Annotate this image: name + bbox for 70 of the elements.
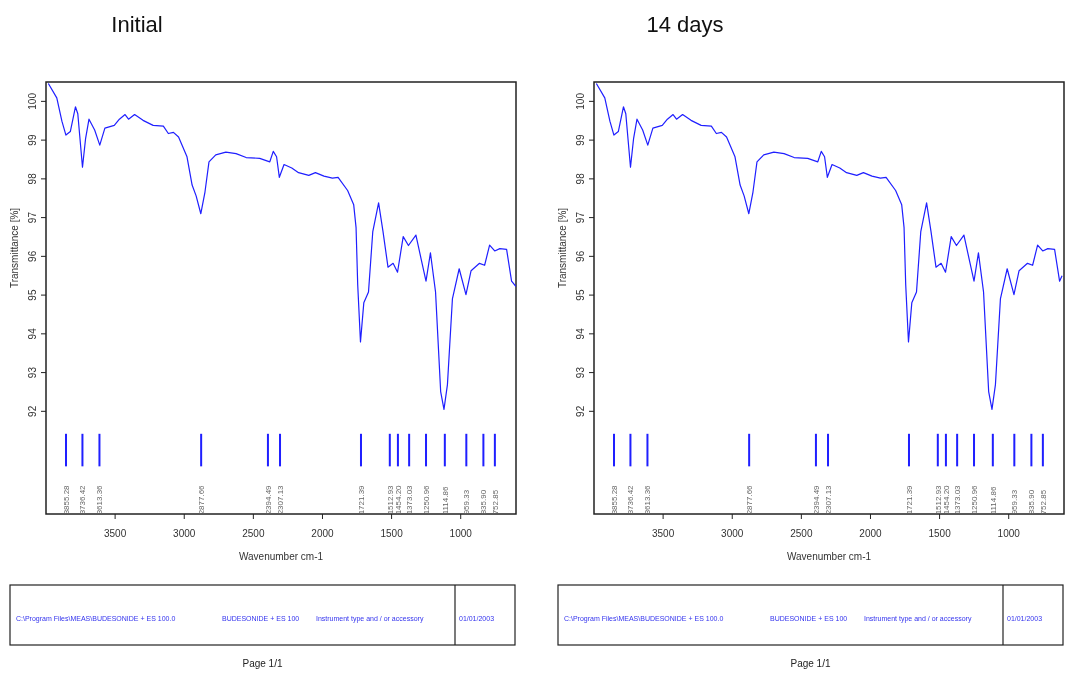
annotation: 1512.93 — [385, 484, 395, 515]
y-tick-label: 99 — [575, 134, 586, 146]
annotation: 2307.13 — [824, 484, 834, 515]
y-axis-title: Transmittance [%] — [9, 207, 20, 289]
x-tick-label: 2500 — [790, 528, 813, 539]
annotation: 752.85 — [490, 489, 500, 515]
y-tick-label: 92 — [575, 405, 586, 417]
y-tick-label: 92 — [27, 405, 38, 417]
x-tick-label: 3500 — [651, 528, 675, 539]
annotation: 2307.13 — [276, 484, 286, 515]
chart-title: Initial — [111, 12, 163, 37]
annotation: 1512.93 — [933, 484, 943, 515]
annotation: 3613.36 — [95, 484, 105, 515]
y-axis-title: Transmittance [%] — [557, 207, 568, 289]
x-tick-label: 2500 — [242, 528, 265, 539]
x-tick-label: 1000 — [449, 528, 473, 539]
annotation: 1250.96 — [422, 484, 432, 515]
annotation: 2877.66 — [745, 484, 755, 515]
y-tick-label: 94 — [575, 327, 586, 340]
x-axis-title: Wavenumber cm-1 — [238, 551, 324, 562]
annotation: 1114.86 — [440, 486, 450, 515]
annotation: 1250.96 — [970, 484, 980, 515]
annotation: 1721.39 — [356, 484, 366, 515]
y-tick-label: 99 — [27, 134, 38, 146]
annotation: 1114.86 — [988, 486, 998, 515]
y-tick-label: 96 — [575, 250, 586, 262]
annotation: 2394.49 — [811, 484, 821, 515]
y-tick-label: 98 — [27, 172, 38, 185]
y-tick-label: 97 — [27, 211, 38, 224]
y-tick-label: 97 — [575, 211, 586, 224]
y-tick-label: 95 — [27, 289, 38, 301]
annotation: 3736.42 — [78, 484, 88, 515]
annotation: 2394.49 — [263, 484, 273, 515]
x-tick-label: 1500 — [380, 528, 404, 539]
annotation: 1454.20 — [393, 484, 403, 515]
x-tick-label: 2000 — [859, 528, 883, 539]
annotation: 2877.66 — [197, 484, 207, 515]
x-tick-label: 3500 — [103, 528, 127, 539]
annotation: 959.33 — [462, 489, 472, 515]
annotation: 835.90 — [1027, 489, 1037, 515]
y-tick-label: 96 — [27, 250, 38, 262]
y-tick-label: 93 — [575, 366, 586, 379]
annotation: 752.85 — [1038, 489, 1048, 515]
chart-title: 14 days — [646, 12, 724, 37]
annotation: 3855.28 — [610, 484, 620, 515]
y-tick-label: 100 — [575, 92, 586, 110]
text: Page 1/1 — [790, 658, 831, 669]
annotation: 1454.20 — [941, 484, 951, 515]
y-tick-label: 93 — [27, 366, 38, 379]
line-series — [47, 82, 516, 410]
y-tick-label: 94 — [27, 327, 38, 340]
line-series — [595, 82, 1063, 410]
annotation: 3855.28 — [62, 484, 72, 515]
x-tick-label: 3000 — [721, 528, 744, 539]
x-tick-label: 2000 — [311, 528, 335, 539]
x-tick-label: 1500 — [928, 528, 952, 539]
annotation: 3613.36 — [643, 484, 653, 515]
text: Page 1/1 — [242, 658, 283, 669]
annotation: 1721.39 — [904, 484, 914, 515]
annotation: 1373.03 — [953, 484, 963, 515]
annotation: 959.33 — [1010, 489, 1020, 515]
annotation: 3736.42 — [626, 484, 636, 515]
annotation: 835.90 — [479, 489, 489, 515]
annotation: 1373.03 — [405, 484, 415, 515]
x-tick-label: 1000 — [997, 528, 1021, 539]
x-tick-label: 3000 — [173, 528, 196, 539]
x-axis-title: Wavenumber cm-1 — [786, 551, 872, 562]
y-tick-label: 100 — [27, 92, 38, 110]
y-tick-label: 95 — [575, 289, 586, 301]
y-tick-label: 98 — [575, 172, 586, 185]
